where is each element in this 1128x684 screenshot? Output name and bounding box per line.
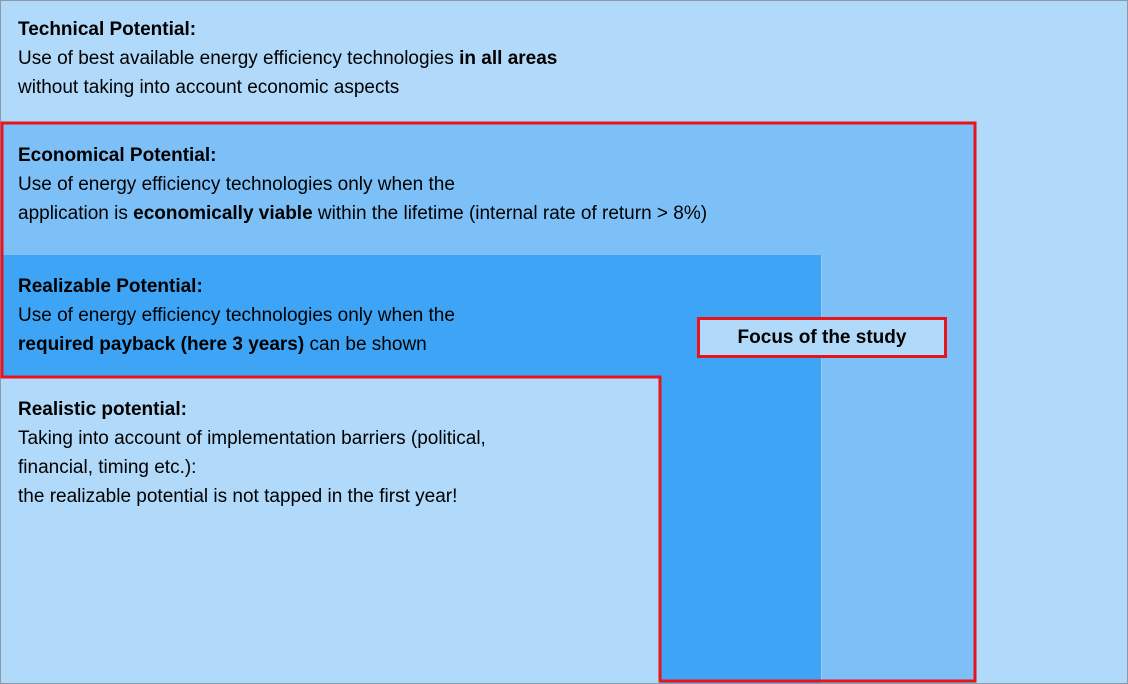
text-run: the realizable potential is not tapped i… [18, 486, 458, 507]
text-run: financial, timing etc.): [18, 457, 197, 478]
text-run: Taking into account of implementation ba… [18, 428, 486, 449]
section-title: Realistic potential: [18, 399, 187, 420]
text-run: can be shown [304, 334, 427, 355]
text-run: Use of energy efficiency technologies on… [18, 305, 455, 326]
realistic-box [1, 377, 660, 683]
text-line: application is economically viable withi… [18, 199, 707, 228]
economical-text: Economical Potential: Use of energy effic… [18, 141, 707, 228]
text-line: Use of best available energy efficiency … [18, 44, 557, 73]
text-line: required payback (here 3 years) can be s… [18, 330, 455, 359]
text-run: application is [18, 203, 134, 224]
technical-text: Technical Potential: Use of best availabl… [18, 15, 557, 102]
text-line: financial, timing etc.): [18, 453, 486, 482]
focus-box: Focus of the study [697, 317, 947, 358]
section-title: Realizable Potential: [18, 276, 203, 297]
text-line: without taking into account economic asp… [18, 73, 557, 102]
text-line: Taking into account of implementation ba… [18, 424, 486, 453]
realizable-text: Realizable Potential: Use of energy effic… [18, 272, 455, 359]
focus-border [0, 121, 977, 683]
text-line: Use of energy efficiency technologies on… [18, 301, 455, 330]
text-run: within the lifetime (internal rate of re… [312, 203, 708, 224]
text-line: Use of energy efficiency technologies on… [18, 170, 707, 199]
realistic-text: Realistic potential: Taking into account … [18, 395, 486, 511]
text-run: Use of best available energy efficiency … [18, 48, 460, 69]
text-run: Use of energy efficiency technologies on… [18, 174, 455, 195]
text-line: the realizable potential is not tapped i… [18, 482, 486, 511]
text-run: economically viable [133, 203, 313, 224]
text-run: required payback (here 3 years) [18, 334, 305, 355]
section-title: Technical Potential: [18, 19, 197, 40]
text-run: without taking into account economic asp… [18, 77, 400, 98]
section-title: Economical Potential: [18, 145, 217, 166]
text-run: in all areas [459, 48, 558, 69]
